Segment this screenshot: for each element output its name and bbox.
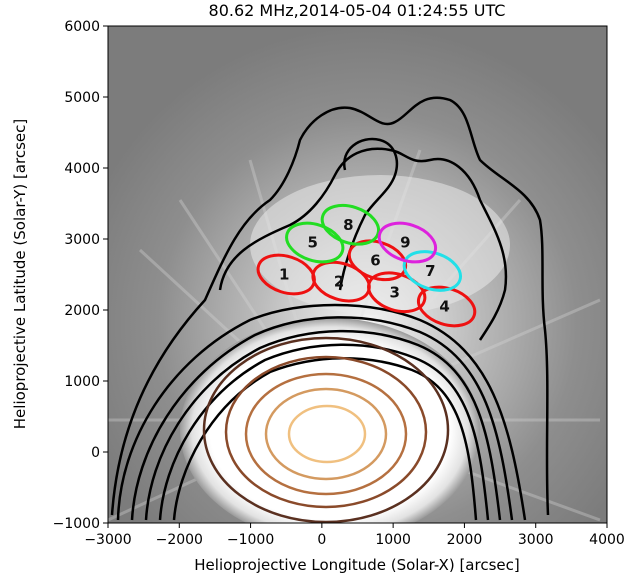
beam-2-label: 2 (334, 273, 344, 291)
y-tick-label: 1000 (64, 374, 100, 390)
beam-6-label: 6 (370, 251, 380, 269)
y-axis: −1000 0 1000 2000 3000 4000 5000 6000 (53, 19, 108, 532)
x-tick-label: 1000 (375, 532, 411, 548)
x-tick-label: 0 (317, 532, 326, 548)
axes-frame (107, 25, 608, 524)
contour-level-5 (287, 404, 367, 464)
y-tick-label: 5000 (64, 90, 100, 106)
solar-disk (180, 318, 480, 523)
inner-contours (202, 336, 450, 523)
x-tick-label: −1000 (227, 532, 274, 548)
beam-5-ellipse (285, 221, 345, 264)
chart-title: 80.62 MHz,2014-05-04 01:24:55 UTC (209, 1, 506, 20)
x-axis-label: Helioprojective Longitude (Solar-X) [arc… (194, 556, 519, 574)
contour-level-1 (202, 336, 450, 523)
contour-level-4 (264, 387, 388, 481)
beam-9-ellipse (377, 221, 438, 264)
beam-7-label: 7 (425, 262, 435, 280)
beam-9-label: 9 (400, 234, 410, 252)
x-axis: −3000 −2000 −1000 0 1000 2000 3000 4000 (84, 523, 625, 548)
beam-5-label: 5 (308, 234, 318, 252)
beam-8-label: 8 (343, 216, 353, 234)
beam-layer: 1 2 3 4 5 6 7 8 9 (256, 203, 477, 328)
outer-contours (110, 96, 550, 521)
x-tick-label: 3000 (518, 532, 554, 548)
y-tick-label: 4000 (64, 161, 100, 177)
contour-level-2 (224, 355, 428, 509)
y-tick-label: 0 (91, 445, 100, 461)
y-tick-label: −1000 (53, 516, 100, 532)
x-tick-label: 2000 (447, 532, 483, 548)
beam-1-label: 1 (279, 266, 289, 284)
plot-area: 1 2 3 4 5 6 7 8 9 (108, 26, 607, 523)
x-tick-label: 4000 (589, 532, 625, 548)
x-tick-label: −2000 (156, 532, 203, 548)
beam-8-ellipse (320, 203, 381, 246)
y-tick-label: 2000 (64, 303, 100, 319)
beam-4-label: 4 (439, 297, 449, 315)
y-axis-label: Helioprojective Latitude (Solar-Y) [arcs… (11, 119, 29, 429)
beam-3-label: 3 (389, 283, 399, 301)
y-tick-label: 6000 (64, 19, 100, 35)
x-tick-label: −3000 (84, 532, 131, 548)
contour-level-3 (244, 372, 408, 496)
y-tick-label: 3000 (64, 232, 100, 248)
